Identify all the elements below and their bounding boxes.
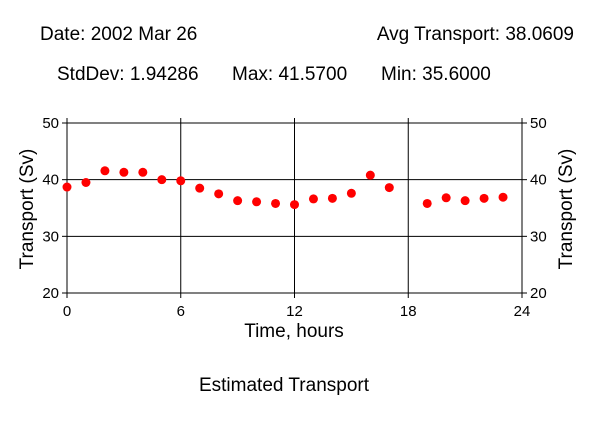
data-point — [119, 167, 129, 177]
data-point — [100, 166, 110, 176]
data-point — [365, 170, 375, 180]
y-tick-label-right: 40 — [530, 172, 547, 189]
y-axis-label-right: Transport (Sv) — [556, 149, 577, 270]
data-point — [252, 197, 262, 207]
x-tick-label: 18 — [400, 303, 417, 320]
data-points — [62, 166, 508, 210]
x-tick-label: 12 — [286, 303, 303, 320]
data-point — [441, 193, 451, 203]
data-point — [214, 189, 224, 199]
x-tick-label: 6 — [177, 303, 185, 320]
y-tick-label-left: 50 — [42, 115, 59, 132]
data-point — [195, 183, 205, 193]
max-label: Max: 41.5700 — [232, 64, 348, 85]
tick-marks — [62, 118, 527, 298]
y-tick-label-right: 20 — [530, 285, 547, 302]
data-point — [327, 193, 337, 203]
x-axis-label: Time, hours — [244, 321, 344, 342]
data-point — [176, 176, 186, 186]
data-point — [138, 167, 148, 177]
y-tick-label-right: 50 — [530, 115, 547, 132]
date-label: Date: 2002 Mar 26 — [40, 24, 198, 45]
data-point — [384, 183, 394, 193]
data-point — [62, 182, 72, 192]
data-point — [498, 192, 508, 202]
y-tick-label-right: 30 — [530, 228, 547, 245]
data-point — [233, 196, 243, 206]
chart-caption: Estimated Transport — [198, 375, 370, 396]
min-label: Min: 35.6000 — [381, 64, 491, 85]
data-point — [308, 194, 318, 204]
data-point — [157, 175, 167, 185]
data-point — [346, 188, 356, 198]
data-point — [81, 178, 91, 187]
avg-transport-label: Avg Transport: 38.0609 — [376, 24, 574, 45]
data-point — [460, 196, 470, 206]
y-tick-label-left: 40 — [42, 172, 59, 189]
stddev-label: StdDev: 1.94286 — [57, 64, 199, 85]
y-tick-label-left: 30 — [42, 228, 59, 245]
data-point — [422, 198, 432, 208]
x-tick-label: 0 — [63, 303, 71, 320]
x-tick-label: 24 — [514, 303, 531, 320]
data-point — [290, 200, 299, 210]
data-point — [271, 198, 281, 208]
data-point — [479, 193, 489, 203]
y-axis-label-left: Transport (Sv) — [17, 149, 38, 270]
y-tick-label-left: 20 — [42, 285, 59, 302]
